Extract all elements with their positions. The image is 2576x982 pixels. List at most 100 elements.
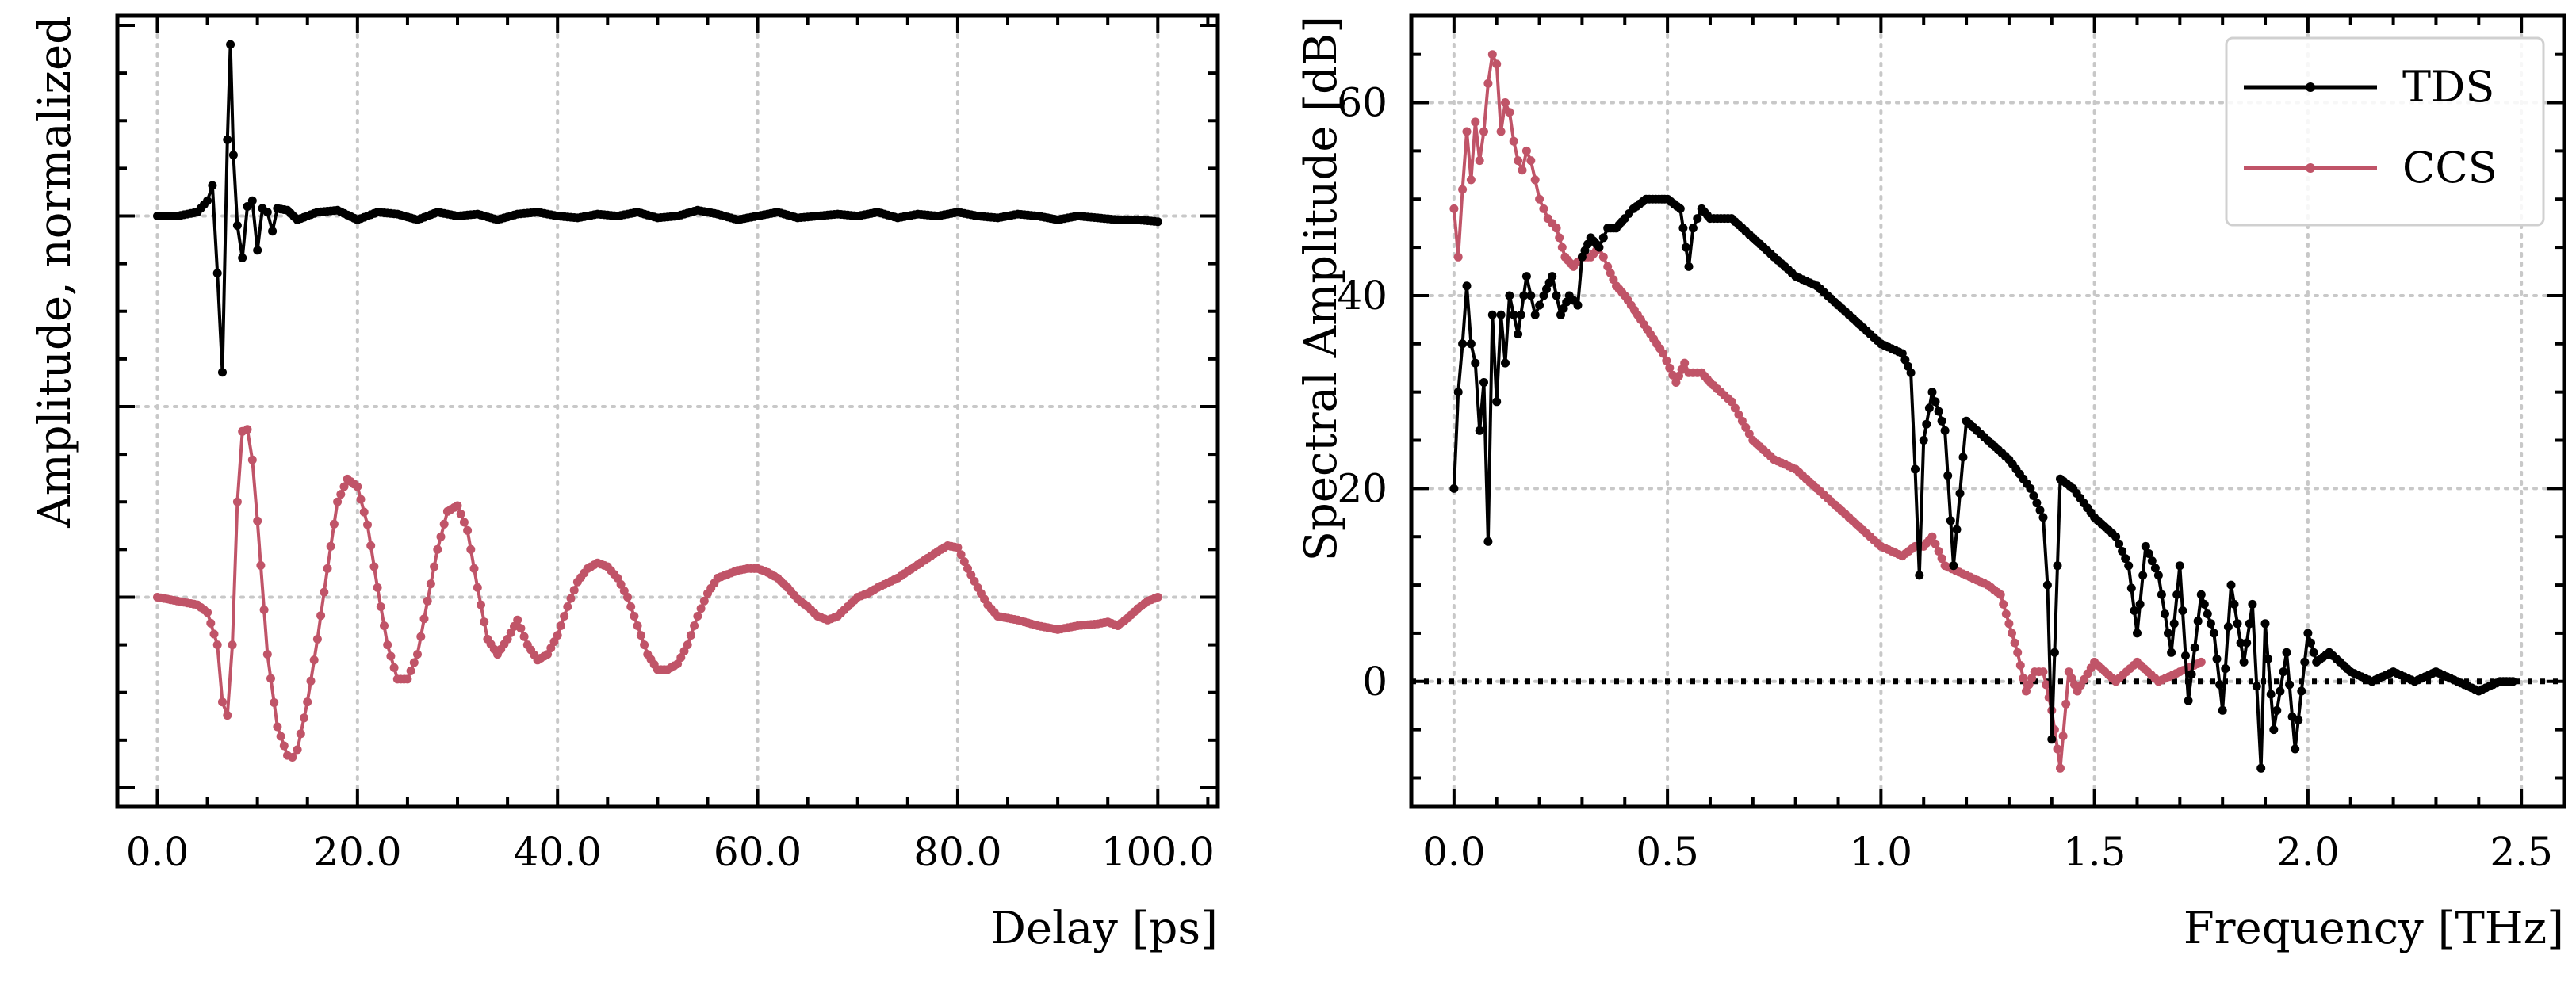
left-ccs-point bbox=[569, 586, 579, 595]
right-ccs-point bbox=[2038, 667, 2048, 677]
left-tds-point bbox=[212, 269, 222, 278]
right-ccs-point bbox=[1934, 547, 1943, 556]
right-tds-point bbox=[2508, 677, 2517, 686]
right-tds-point bbox=[2053, 561, 2062, 571]
right-tds-point bbox=[1487, 310, 1497, 319]
right-tds-point bbox=[1514, 330, 1523, 339]
right-tick-labels: 0.0 0.5 1.0 1.5 2.0 2.5 0 20 40 60 bbox=[1337, 80, 2553, 875]
left-ccs-point bbox=[436, 532, 446, 541]
right-tds-point bbox=[2297, 686, 2306, 696]
left-ccs-point bbox=[373, 583, 382, 592]
right-ccs-point bbox=[1462, 127, 1472, 136]
right-tds-point bbox=[1919, 436, 1928, 445]
right-ccs-point bbox=[1680, 358, 1690, 368]
right-tds-point bbox=[1594, 243, 1604, 252]
left-ccs-point bbox=[262, 650, 272, 659]
right-ccs-point bbox=[2013, 648, 2023, 657]
left-x-axis-label: Delay [ps] bbox=[990, 903, 1218, 954]
left-ccs-point bbox=[623, 593, 632, 602]
right-tds-point bbox=[2215, 680, 2225, 690]
left-tds-point bbox=[223, 135, 232, 144]
right-ccs-point bbox=[1535, 194, 1544, 204]
left-ccs-point bbox=[469, 564, 479, 573]
left-ccs-point bbox=[566, 594, 576, 603]
left-ccs-point bbox=[243, 425, 252, 434]
right-ccs-point bbox=[2070, 680, 2079, 690]
left-tds-point bbox=[243, 202, 252, 211]
right-tds-point bbox=[1937, 416, 1946, 426]
left-tds-point bbox=[268, 227, 278, 236]
legend-ccs-label: CCS bbox=[2402, 143, 2498, 193]
right-tds-point bbox=[1449, 483, 1459, 493]
right-tds-point bbox=[1927, 388, 1937, 397]
left-ccs-point bbox=[323, 564, 332, 573]
right-tds-point bbox=[1684, 262, 1694, 271]
left-plot-frame bbox=[115, 13, 1220, 809]
left-chart-panel: 0.0 20.0 40.0 60.0 80.0 100.0 Delay [ps] Ampl… bbox=[29, 13, 1220, 954]
right-tds-point bbox=[1675, 204, 1685, 213]
left-ccs-point bbox=[953, 543, 963, 552]
left-ccs-point bbox=[363, 520, 372, 529]
right-tds-point bbox=[2032, 499, 2042, 508]
right-tds-point bbox=[2167, 648, 2176, 657]
left-series-group bbox=[153, 40, 1162, 762]
right-tds-point bbox=[1492, 397, 1502, 407]
right-y-tick-label: 20 bbox=[1337, 465, 1388, 511]
left-ccs-point bbox=[563, 602, 572, 611]
right-tds-point bbox=[2118, 547, 2127, 556]
left-ccs-point bbox=[336, 490, 346, 499]
right-tds-point bbox=[2306, 638, 2315, 648]
right-tds-point bbox=[1678, 224, 1688, 233]
right-tds-point bbox=[2212, 654, 2222, 663]
left-ccs-point bbox=[409, 658, 419, 667]
right-tds-point bbox=[1479, 378, 1488, 387]
left-ccs-point bbox=[380, 621, 389, 630]
right-tds-point bbox=[2029, 491, 2038, 500]
right-ccs-point bbox=[1501, 98, 1510, 107]
right-x-tick-label: 0.5 bbox=[1636, 829, 1699, 875]
right-tds-point bbox=[1521, 272, 1531, 281]
left-ccs-point bbox=[288, 753, 297, 762]
right-tds-point bbox=[2121, 554, 2130, 564]
right-ccs-point bbox=[2015, 661, 2025, 670]
right-tds-point bbox=[2266, 690, 2276, 699]
left-ccs-point bbox=[403, 674, 412, 684]
right-tds-point bbox=[2223, 622, 2233, 632]
left-tds-point bbox=[218, 368, 227, 377]
left-series-ccs bbox=[153, 425, 1162, 762]
right-tds-point bbox=[2230, 599, 2239, 609]
right-tds-point bbox=[1688, 224, 1698, 233]
right-x-tick-label: 1.5 bbox=[2063, 829, 2126, 875]
left-ccs-point bbox=[456, 510, 465, 518]
right-tds-point bbox=[1466, 339, 1476, 349]
left-ccs-point bbox=[633, 621, 642, 630]
left-ccs-point bbox=[212, 640, 222, 650]
right-y-tick-label: 40 bbox=[1337, 273, 1388, 319]
right-chart-panel: 0.0 0.5 1.0 1.5 2.0 2.5 0 20 40 60 Frequency [THz… bbox=[1296, 13, 2566, 954]
right-tds-point bbox=[2242, 638, 2252, 648]
left-ccs-point bbox=[406, 667, 415, 675]
right-tds-point bbox=[2111, 532, 2121, 541]
left-ccs-point bbox=[419, 614, 429, 624]
left-ccs-point bbox=[359, 507, 369, 517]
right-tds-point bbox=[2184, 696, 2193, 705]
right-tds-point bbox=[1516, 310, 1525, 319]
right-tds-point bbox=[1548, 272, 1557, 281]
left-ccs-point bbox=[433, 544, 442, 554]
left-ccs-point bbox=[560, 612, 569, 621]
right-tds-point bbox=[1958, 453, 1968, 462]
right-ccs-point bbox=[2001, 609, 2011, 619]
right-tds-point bbox=[2199, 599, 2209, 609]
right-x-tick-label: 2.0 bbox=[2276, 829, 2340, 875]
legend-box bbox=[2225, 36, 2545, 227]
left-ccs-point bbox=[218, 697, 227, 707]
left-ccs-point bbox=[683, 640, 692, 650]
left-ccs-point bbox=[696, 604, 706, 613]
right-tds-point bbox=[1535, 300, 1544, 310]
left-ccs-point bbox=[423, 596, 432, 606]
left-ccs-point bbox=[270, 698, 279, 707]
right-tds-point bbox=[2164, 629, 2172, 638]
right-plot-frame bbox=[1409, 13, 2566, 809]
right-tds-point bbox=[1952, 525, 1962, 534]
left-ccs-point bbox=[303, 697, 312, 707]
